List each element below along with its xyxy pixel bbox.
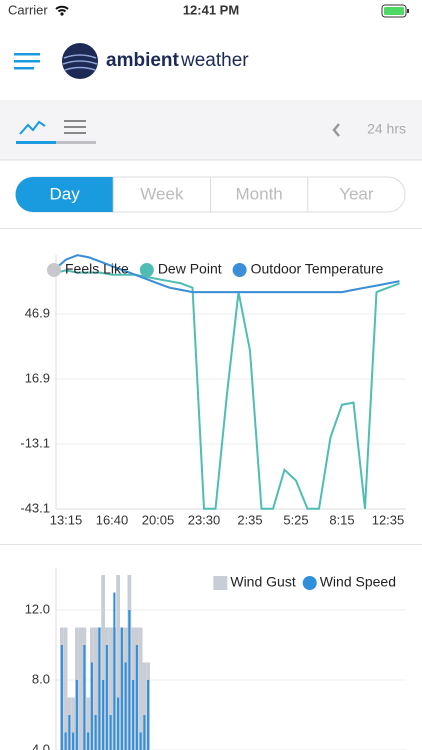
bar: [75, 680, 78, 750]
legend-label[interactable]: Feels Like: [65, 261, 129, 277]
bar: [117, 697, 120, 750]
y-tick-label: 16.9: [25, 370, 50, 385]
chart-view-button[interactable]: [16, 120, 56, 144]
tab[interactable]: Month: [236, 184, 283, 203]
bar: [109, 715, 112, 750]
battery: [381, 4, 407, 18]
bar: [124, 662, 127, 750]
bar: [63, 627, 68, 750]
bar: [64, 732, 67, 750]
y-tick-label: 46.9: [25, 305, 50, 320]
bar: [138, 627, 143, 750]
toolbar-bg: [0, 100, 422, 160]
x-tick-label: 12:35: [372, 512, 405, 527]
battery-tip: [407, 9, 409, 13]
y-tick-label: -43.1: [20, 500, 50, 515]
legend-label[interactable]: Wind Speed: [320, 574, 396, 590]
x-tick-label: 13:15: [50, 512, 83, 527]
legend-swatch: [213, 576, 228, 590]
x-tick-label: 20:05: [142, 512, 175, 527]
tab[interactable]: Year: [339, 184, 374, 203]
bar: [102, 680, 105, 750]
bar: [101, 575, 105, 750]
tab[interactable]: Week: [140, 184, 184, 203]
bar: [120, 627, 123, 750]
bar: [143, 715, 146, 750]
y-tick-label: 12.0: [25, 601, 50, 616]
bar: [86, 697, 90, 750]
legend-swatch: [232, 263, 247, 277]
bar: [93, 627, 98, 750]
y-tick-label: -13.1: [20, 435, 50, 450]
wifi-dot: [60, 12, 64, 16]
bar: [142, 662, 147, 750]
legend-label[interactable]: Dew Point: [158, 261, 222, 277]
x-tick-label: 2:35: [237, 512, 262, 527]
range-label: 24 hrs: [367, 121, 406, 137]
bar: [108, 627, 113, 750]
bar: [68, 715, 71, 750]
bar: [87, 732, 90, 750]
legend-label[interactable]: Outdoor Temperature: [251, 261, 384, 277]
bar: [90, 662, 93, 750]
x-tick-label: 23:30: [188, 512, 221, 527]
bar: [72, 732, 75, 750]
series-line: [55, 269, 400, 510]
carrier: Carrier: [8, 2, 48, 17]
bar: [128, 610, 131, 750]
legend-swatch: [302, 576, 317, 590]
y-tick-label: 4.0: [32, 741, 50, 750]
tab-selected-bg: [15, 177, 114, 212]
x-tick-label: 8:15: [329, 512, 354, 527]
bar: [60, 645, 63, 750]
bar: [135, 645, 138, 750]
wifi-icon: [55, 5, 69, 13]
series-line: [55, 254, 400, 294]
bar: [94, 715, 97, 750]
bar: [98, 627, 101, 750]
legend-swatch: [47, 263, 61, 277]
prev-button[interactable]: [332, 123, 340, 137]
bar: [113, 592, 116, 750]
bar: [147, 680, 150, 750]
brand-bold: ambient: [106, 50, 180, 71]
legend-label[interactable]: Wind Gust: [230, 574, 295, 590]
bar: [116, 575, 120, 750]
bar: [132, 680, 135, 750]
brand-light: weather: [180, 50, 249, 71]
list-view-button[interactable]: [56, 120, 96, 144]
section-divider: [0, 228, 422, 229]
x-tick-label: 5:25: [283, 512, 308, 527]
menu-button[interactable]: [14, 53, 40, 70]
bar: [71, 697, 75, 750]
logo-lines: [62, 54, 98, 71]
section-divider: [0, 544, 422, 545]
y-tick-label: 8.0: [32, 671, 50, 686]
bar: [105, 645, 108, 750]
clock: 12:41 PM: [183, 2, 239, 17]
bar: [83, 645, 86, 750]
legend-swatch: [139, 263, 154, 277]
battery-level: [384, 7, 404, 15]
bar: [139, 732, 142, 750]
x-tick-label: 16:40: [96, 512, 129, 527]
tab[interactable]: Day: [50, 184, 81, 203]
bar: [78, 627, 83, 750]
